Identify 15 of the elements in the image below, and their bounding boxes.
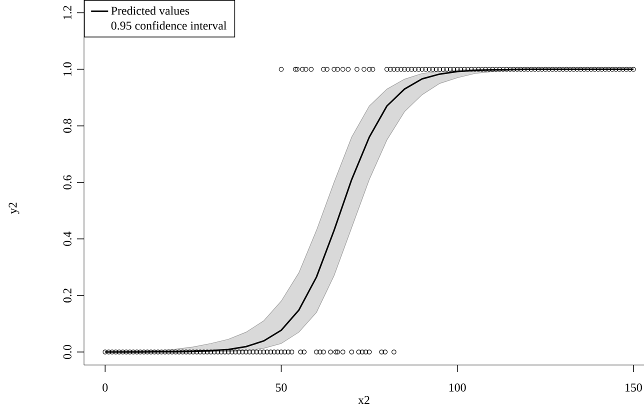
x-tick-label: 150 [626, 384, 642, 392]
y-tick-label: 0.8 [63, 118, 72, 133]
x-axis-title: x2 [358, 396, 370, 404]
y-axis-title: y2 [8, 202, 20, 214]
x-tick-label: 50 [276, 384, 287, 392]
x-tick-label: 0 [102, 384, 108, 392]
y-tick-label: 1.2 [63, 6, 72, 20]
y-tick-label: 0.2 [63, 288, 72, 302]
y-tick-label: 0.6 [63, 175, 72, 190]
legend-label: Predicted values [111, 6, 190, 15]
annotation: 0.95 confidence interval [111, 21, 226, 30]
y-tick-label: 1.0 [63, 62, 72, 76]
y-tick-label: 0.0 [63, 344, 72, 360]
y-tick-label: 0.4 [63, 232, 72, 246]
x-tick-label: 100 [449, 384, 466, 392]
